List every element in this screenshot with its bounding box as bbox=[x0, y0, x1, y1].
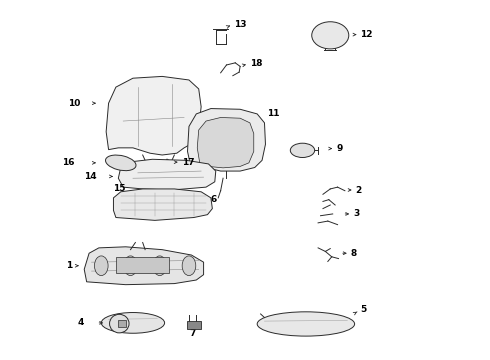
Text: 7: 7 bbox=[189, 329, 196, 338]
Polygon shape bbox=[197, 117, 254, 168]
Text: 8: 8 bbox=[351, 249, 357, 258]
Text: 13: 13 bbox=[234, 20, 246, 29]
Polygon shape bbox=[84, 247, 203, 285]
Text: 2: 2 bbox=[356, 185, 362, 194]
Ellipse shape bbox=[105, 155, 136, 171]
Ellipse shape bbox=[182, 256, 196, 275]
Polygon shape bbox=[114, 189, 212, 220]
Text: 5: 5 bbox=[361, 305, 367, 314]
Text: 18: 18 bbox=[250, 59, 262, 68]
Text: 11: 11 bbox=[267, 109, 279, 118]
Text: 14: 14 bbox=[84, 172, 97, 181]
Text: 12: 12 bbox=[361, 30, 373, 39]
Circle shape bbox=[312, 22, 349, 49]
Ellipse shape bbox=[290, 143, 315, 157]
Polygon shape bbox=[118, 159, 216, 190]
Ellipse shape bbox=[123, 256, 137, 275]
Text: 6: 6 bbox=[210, 195, 217, 204]
Ellipse shape bbox=[153, 256, 167, 275]
Ellipse shape bbox=[257, 312, 355, 336]
Text: 16: 16 bbox=[62, 158, 74, 167]
Ellipse shape bbox=[101, 312, 165, 333]
Polygon shape bbox=[188, 109, 266, 171]
Polygon shape bbox=[106, 76, 201, 155]
Ellipse shape bbox=[95, 256, 108, 275]
Text: 1: 1 bbox=[66, 261, 72, 270]
Text: 4: 4 bbox=[78, 318, 84, 327]
Text: 10: 10 bbox=[68, 99, 80, 108]
Ellipse shape bbox=[110, 314, 129, 333]
Text: 9: 9 bbox=[336, 144, 343, 153]
Text: 15: 15 bbox=[114, 184, 126, 193]
Text: 17: 17 bbox=[182, 158, 195, 167]
Bar bbox=[187, 321, 201, 329]
Bar bbox=[116, 257, 170, 273]
Text: 3: 3 bbox=[353, 210, 359, 219]
Bar bbox=[118, 320, 126, 327]
